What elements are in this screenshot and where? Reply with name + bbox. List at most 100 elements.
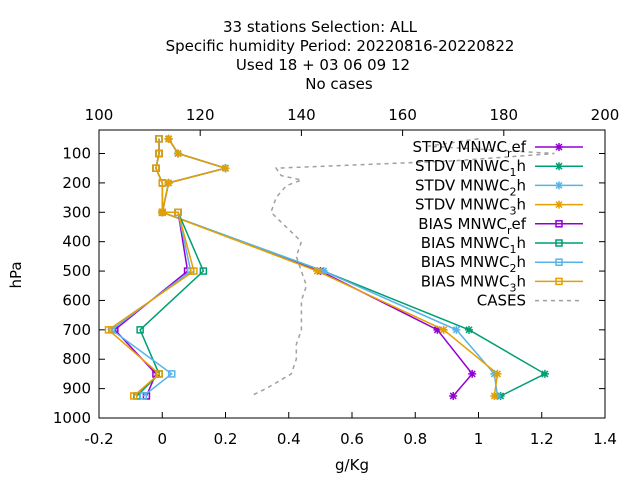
x-axis-label: g/Kg (335, 456, 369, 474)
x-tick-label: 0.4 (277, 430, 301, 448)
legend-label: STDV MNWC1h (415, 157, 526, 179)
data-point (155, 370, 163, 378)
x-tick-label: 0.6 (340, 430, 364, 448)
title-line-2: Specific humidity Period: 20220816-20220… (166, 37, 515, 55)
legend-label-subscript: r (507, 224, 512, 237)
title-line-1: 33 stations Selection: ALL (223, 18, 418, 36)
legend-label: STDV MNWC2h (415, 176, 526, 198)
data-point (167, 370, 176, 378)
x2-tick-label: 180 (489, 106, 518, 124)
legend-swatch-marker (555, 162, 563, 171)
legend-label-subscript: 2 (509, 262, 516, 275)
legend-label-suffix: h (516, 253, 526, 271)
x-tick-label: 1.2 (530, 430, 554, 448)
legend-label-suffix: ef (511, 138, 526, 156)
legend-label: BIAS MNWC2h (421, 253, 526, 275)
data-point (139, 392, 148, 400)
legend-label-base: CASES (477, 292, 526, 310)
legend-label-subscript: 2 (509, 185, 516, 198)
legend-label: STDV MNWC3h (415, 196, 526, 218)
legend-swatch-marker (555, 258, 563, 266)
data-point (174, 208, 182, 217)
data-point (221, 164, 230, 173)
data-point (313, 267, 322, 276)
data-point (452, 325, 461, 334)
legend-label-suffix: h (516, 157, 526, 175)
x-tick-label: 0 (157, 430, 167, 448)
data-point (158, 179, 166, 187)
legend-label-base: BIAS MNWC (421, 234, 510, 252)
x-tick-label: 1 (474, 430, 484, 448)
legend-label: STDV MNWCref (412, 138, 526, 160)
data-point (449, 391, 458, 400)
legend-swatch-marker (555, 181, 563, 190)
series-group (104, 134, 555, 400)
data-point (136, 326, 144, 334)
data-point (465, 325, 474, 334)
data-point (199, 267, 208, 275)
legend-label-subscript: r (507, 147, 512, 160)
legend-label-suffix: h (516, 272, 526, 290)
data-point (493, 369, 502, 378)
legend-label-base: BIAS MNWC (418, 215, 507, 233)
title-line-3: Used 18 + 03 06 09 12 (236, 56, 410, 74)
legend-label-suffix: ef (511, 215, 526, 233)
data-point (439, 325, 448, 334)
title-line-4: No cases (305, 75, 373, 93)
legend-label-base: BIAS MNWC (421, 253, 510, 271)
legend-label-suffix: h (516, 196, 526, 214)
data-point (468, 369, 477, 378)
data-point (158, 208, 166, 217)
series-7 (104, 135, 198, 400)
data-point (540, 369, 549, 378)
x2-tick-label: 140 (287, 106, 316, 124)
x-tick-label: -0.2 (84, 430, 113, 448)
legend-label-base: STDV MNWC (415, 196, 509, 214)
legend-label-base: STDV MNWC (412, 138, 506, 156)
y-tick-label: 500 (62, 262, 91, 280)
x-tick-label: 0.2 (214, 430, 238, 448)
x2-tick-label: 200 (591, 106, 620, 124)
legend-label-subscript: 1 (509, 243, 516, 256)
legend-label-base: BIAS MNWC (421, 272, 510, 290)
series-6 (107, 135, 195, 400)
data-point (130, 392, 138, 400)
x2-tick-label: 100 (85, 106, 114, 124)
data-point (164, 178, 173, 187)
y-tick-label: 700 (62, 321, 91, 339)
x-tick-label: 1.4 (593, 430, 617, 448)
y-tick-label: 100 (62, 145, 91, 163)
legend-label-base: STDV MNWC (415, 176, 509, 194)
data-point (490, 391, 499, 400)
legend-label: BIAS MNWC1h (421, 234, 526, 256)
series-line (107, 138, 195, 397)
legend-swatch-marker (555, 277, 563, 286)
legend-label: CASES (477, 292, 526, 310)
y-axis-label: hPa (7, 261, 25, 288)
y-tick-label: 1000 (53, 409, 91, 427)
data-point (155, 135, 163, 143)
legend-label-base: STDV MNWC (415, 157, 509, 175)
data-point (433, 325, 442, 334)
y-tick-label: 800 (62, 350, 91, 368)
legend-swatch-marker (555, 239, 563, 247)
data-point (319, 267, 328, 276)
data-point (152, 164, 160, 172)
y-tick-label: 300 (62, 203, 91, 221)
legend-label-subscript: 3 (509, 281, 516, 294)
x-tick-label: 0.8 (403, 430, 427, 448)
legend-swatch-marker (555, 220, 563, 228)
legend-label-subscript: 3 (509, 205, 516, 218)
axes: -0.2 0 0.2 0.4 0.6 0.8 1 1.2 1.4 100 120 140 160 180 2… (53, 106, 620, 448)
x2-tick-label: 160 (388, 106, 417, 124)
data-point (190, 267, 198, 275)
x2-tick-label: 120 (186, 106, 215, 124)
legend-label: BIAS MNWCref (418, 215, 526, 237)
data-point (164, 134, 173, 143)
data-point (104, 326, 113, 334)
legend-label-subscript: 1 (509, 166, 516, 179)
legend-swatch-marker (555, 143, 563, 151)
legend-label: BIAS MNWC3h (421, 272, 526, 294)
